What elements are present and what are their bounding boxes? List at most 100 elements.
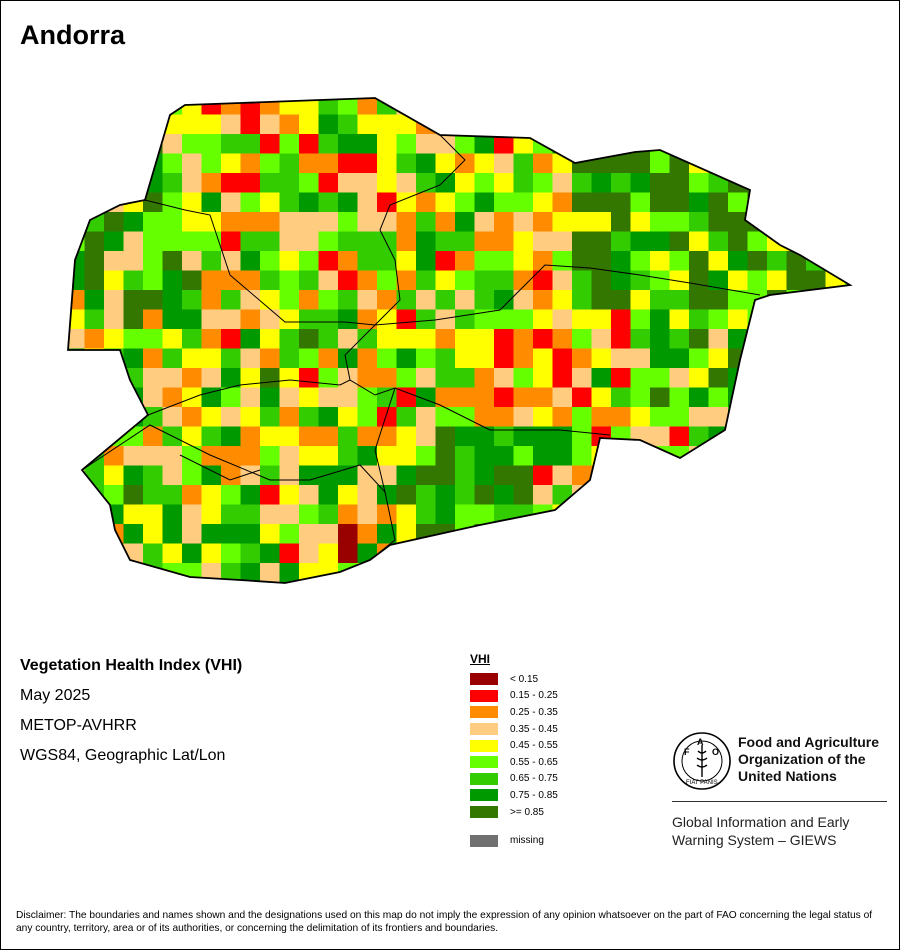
vhi-pixel [435, 563, 456, 583]
vhi-pixel [299, 426, 319, 447]
vhi-pixel [396, 270, 417, 291]
vhi-pixel [84, 173, 105, 193]
vhi-pixel [416, 563, 436, 583]
vhi-pixel [201, 114, 222, 135]
vhi-pixel [747, 134, 768, 154]
vhi-pixel [708, 270, 729, 291]
vhi-pixel [786, 192, 807, 213]
vhi-pixel [494, 563, 514, 583]
vhi-pixel [162, 98, 183, 115]
vhi-pixel [182, 231, 202, 252]
vhi-pixel [669, 407, 690, 427]
vhi-pixel [104, 309, 124, 330]
vhi-pixel [689, 173, 709, 193]
vhi-pixel [591, 504, 612, 525]
vhi-pixel [435, 407, 456, 427]
legend-item: 0.15 - 0.25 [470, 688, 558, 705]
vhi-pixel [455, 212, 475, 232]
vhi-pixel [611, 270, 631, 291]
vhi-pixel [552, 173, 573, 193]
vhi-pixel [533, 251, 553, 271]
vhi-pixel [123, 446, 144, 466]
vhi-pixel [689, 309, 709, 330]
vhi-pixel [435, 173, 456, 193]
vhi-pixel [825, 114, 846, 135]
vhi-pixel [767, 368, 787, 388]
vhi-pixel [123, 329, 144, 349]
vhi-pixel [591, 290, 612, 310]
vhi-pixel [572, 114, 592, 135]
vhi-pixel [845, 251, 850, 271]
vhi-pixel [474, 329, 495, 349]
vhi-pixel [357, 270, 378, 291]
organization-name-line: United Nations [738, 768, 837, 784]
vhi-pixel [84, 387, 105, 408]
vhi-pixel [630, 368, 651, 388]
vhi-pixel [123, 153, 144, 174]
vhi-pixel [611, 134, 631, 154]
vhi-pixel [591, 582, 612, 583]
vhi-pixel [474, 309, 495, 330]
vhi-pixel [435, 582, 456, 583]
vhi-pixel [552, 563, 573, 583]
vhi-pixel [455, 582, 475, 583]
vhi-pixel [162, 368, 183, 388]
vhi-pixel [747, 368, 768, 388]
vhi-pixel [552, 114, 573, 135]
vhi-pixel [650, 212, 670, 232]
vhi-pixel [650, 504, 670, 525]
vhi-pixel [279, 153, 300, 174]
vhi-pixel [240, 446, 261, 466]
vhi-pixel [786, 426, 807, 447]
vhi-pixel [377, 270, 397, 291]
vhi-pixel [494, 153, 514, 174]
vhi-pixel [669, 368, 690, 388]
vhi-pixel [221, 582, 241, 583]
vhi-pixel [533, 192, 553, 213]
vhi-pixel [669, 231, 690, 252]
vhi-pixel [708, 446, 729, 466]
vhi-pixel [591, 173, 612, 193]
vhi-pixel [630, 465, 651, 486]
vhi-pixel [299, 134, 319, 154]
vhi-pixel [68, 426, 85, 447]
vhi-pixel [552, 212, 573, 232]
vhi-pixel [68, 582, 85, 583]
vhi-pixel [279, 524, 300, 544]
vhi-pixel [455, 446, 475, 466]
vhi-pixel [435, 504, 456, 525]
vhi-pixel [318, 387, 339, 408]
vhi-pixel [221, 543, 241, 564]
vhi-pixel [630, 504, 651, 525]
vhi-pixel [474, 251, 495, 271]
vhi-pixel [533, 368, 553, 388]
vhi-pixel [416, 329, 436, 349]
vhi-pixel [396, 543, 417, 564]
vhi-pixel [552, 251, 573, 271]
vhi-pixel [84, 114, 105, 135]
vhi-pixel [377, 368, 397, 388]
vhi-pixel [650, 231, 670, 252]
vhi-pixel [708, 290, 729, 310]
vhi-pixel [552, 485, 573, 505]
vhi-pixel [474, 524, 495, 544]
vhi-pixel [825, 465, 846, 486]
vhi-pixel [123, 504, 144, 525]
vhi-pixel [416, 387, 436, 408]
vhi-pixel [84, 329, 105, 349]
vhi-pixel [572, 465, 592, 486]
vhi-pixel [825, 251, 846, 271]
vhi-pixel [845, 114, 850, 135]
vhi-pixel [84, 290, 105, 310]
vhi-pixel [728, 504, 748, 525]
vhi-pixel [845, 348, 850, 369]
vhi-pixel [474, 98, 495, 115]
vhi-pixel [338, 446, 358, 466]
organization-name-line: Food and Agriculture [738, 734, 880, 750]
vhi-pixel [162, 192, 183, 213]
vhi-pixel [357, 485, 378, 505]
vhi-pixel [162, 212, 183, 232]
vhi-pixel [201, 563, 222, 583]
vhi-pixel [377, 173, 397, 193]
vhi-pixel [104, 98, 124, 115]
